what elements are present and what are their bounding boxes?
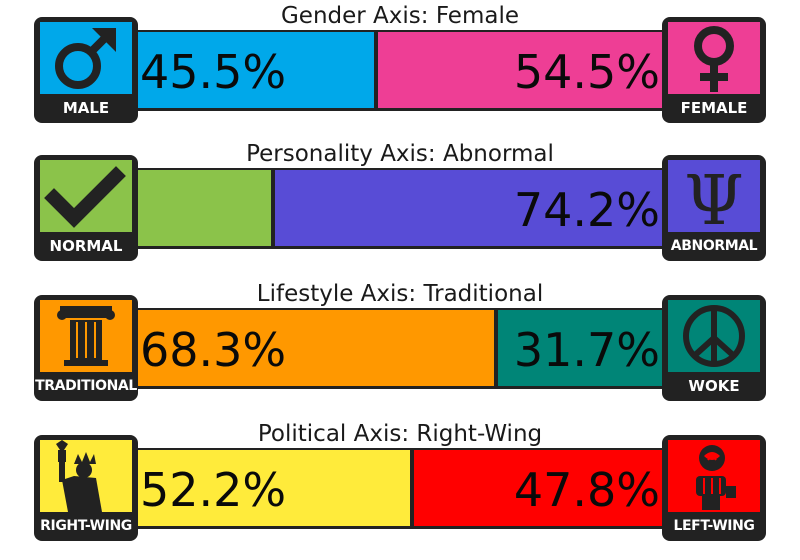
- badge-background: [40, 300, 132, 372]
- left-wing-badge: LEFT-WING: [662, 435, 766, 541]
- right-percent: 74.2%: [513, 183, 660, 237]
- right-percent: 54.5%: [513, 45, 660, 99]
- badge-background: [40, 160, 132, 232]
- axis-title: Lifestyle Axis: Traditional: [256, 281, 544, 307]
- right-bar: [495, 310, 662, 386]
- female-symbol-icon: [694, 26, 734, 92]
- left-percent: 52.2%: [140, 463, 287, 517]
- normal-badge: NORMAL: [34, 155, 138, 261]
- traditional-badge: TRADITIONAL: [34, 295, 138, 401]
- right-percent: 31.7%: [513, 323, 660, 377]
- badge-background: Ψ: [668, 160, 760, 232]
- left-percent: 68.3%: [140, 323, 287, 377]
- checkmark-icon: [44, 166, 126, 228]
- gender-axis: Gender Axis: Female 45.5% 54.5% MALE FEM…: [0, 0, 800, 140]
- rose-fist-icon: [696, 445, 736, 510]
- axis-title: Personality Axis: Abnormal: [246, 141, 554, 167]
- badge-label: LEFT-WING: [673, 518, 755, 534]
- bar-divider: [409, 450, 414, 526]
- badge-background: [40, 22, 132, 94]
- left-bar: [138, 310, 496, 386]
- bar-divider: [271, 170, 276, 246]
- male-badge: MALE: [34, 17, 138, 123]
- lifestyle-axis: Lifestyle Axis: Traditional 68.3% 31.7% …: [0, 278, 800, 418]
- bar-divider: [493, 310, 498, 386]
- female-badge: FEMALE: [662, 17, 766, 123]
- badge-label: NORMAL: [49, 237, 123, 255]
- political-axis: Political Axis: Right-Wing 52.2% 47.8% R…: [0, 418, 800, 558]
- right-bar: [411, 450, 662, 526]
- right-wing-badge: RIGHT-WING: [34, 435, 138, 541]
- badge-background: [668, 300, 760, 372]
- badge-background: [668, 440, 760, 512]
- peace-icon: [683, 305, 745, 367]
- badge-label: WOKE: [688, 377, 740, 395]
- badge-label: ABNORMAL: [670, 238, 758, 254]
- axis-title: Gender Axis: Female: [280, 3, 519, 29]
- left-bar: [138, 32, 377, 108]
- left-bar: [138, 170, 274, 246]
- abnormal-badge: Ψ ABNORMAL: [662, 155, 766, 261]
- right-bar: [273, 170, 662, 246]
- left-bar: [138, 450, 412, 526]
- badge-background: [668, 22, 760, 94]
- woke-badge: WOKE: [662, 295, 766, 401]
- badge-label: MALE: [62, 99, 110, 117]
- axis-title: Political Axis: Right-Wing: [257, 421, 543, 447]
- badge-background: [40, 440, 132, 512]
- badge-label: FEMALE: [680, 99, 748, 117]
- column-icon: [57, 306, 115, 366]
- badge-label: RIGHT-WING: [40, 518, 132, 534]
- left-percent: 45.5%: [140, 45, 287, 99]
- psi-icon: Ψ: [684, 162, 744, 232]
- statue-of-liberty-icon: [56, 440, 102, 512]
- male-symbol-icon: [55, 28, 116, 89]
- badge-label: TRADITIONAL: [35, 378, 137, 394]
- bar-divider: [374, 32, 379, 108]
- right-bar: [376, 32, 662, 108]
- right-percent: 47.8%: [513, 463, 660, 517]
- personality-axis: Personality Axis: Abnormal 74.2% NORMAL …: [0, 138, 800, 278]
- svg-text:Ψ: Ψ: [684, 162, 744, 232]
